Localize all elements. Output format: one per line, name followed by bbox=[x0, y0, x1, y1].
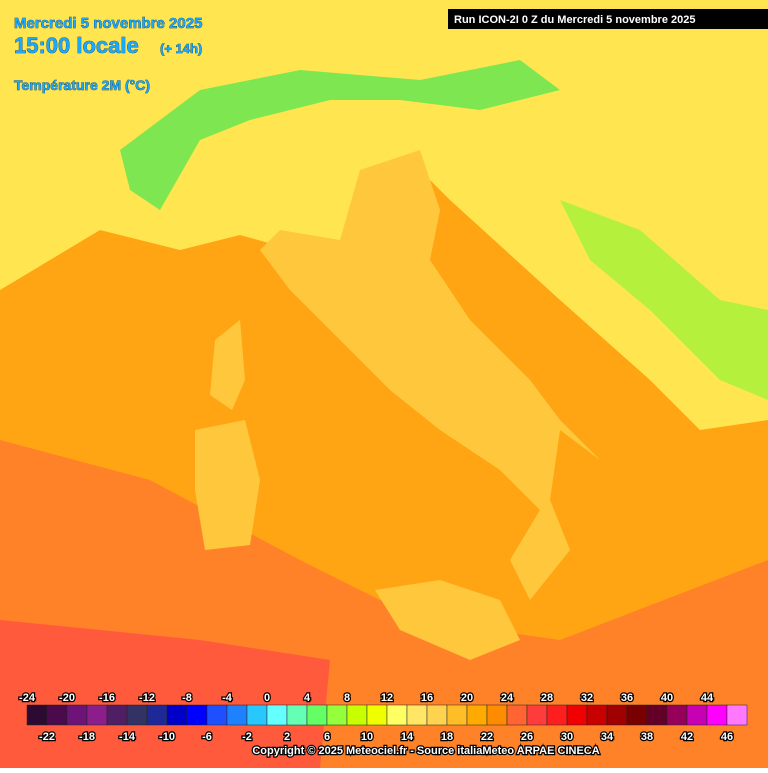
legend-swatch bbox=[46, 704, 68, 726]
legend-swatch bbox=[446, 704, 468, 726]
legend-label: 30 bbox=[561, 731, 573, 743]
legend-swatch bbox=[646, 704, 668, 726]
legend-swatch bbox=[526, 704, 548, 726]
legend-swatch bbox=[426, 704, 448, 726]
legend-label: 8 bbox=[344, 692, 350, 704]
legend-swatch bbox=[726, 704, 748, 726]
legend-swatch bbox=[226, 704, 248, 726]
legend-label: -14 bbox=[119, 731, 136, 743]
legend-label: 46 bbox=[721, 731, 733, 743]
legend-swatch bbox=[286, 704, 308, 726]
legend-swatch bbox=[86, 704, 108, 726]
legend-label: 6 bbox=[324, 731, 330, 743]
legend-label: 14 bbox=[401, 731, 414, 743]
italy bbox=[260, 150, 640, 600]
legend-label: 40 bbox=[661, 692, 673, 704]
legend-swatch bbox=[666, 704, 688, 726]
legend-swatch bbox=[326, 704, 348, 726]
legend-label: 28 bbox=[541, 692, 553, 704]
legend-swatch bbox=[546, 704, 568, 726]
legend-label: 38 bbox=[641, 731, 653, 743]
copyright: Copyright © 2025 Meteociel.fr - Source i… bbox=[252, 745, 599, 757]
legend-swatch bbox=[406, 704, 428, 726]
legend-label: -10 bbox=[159, 731, 175, 743]
legend-swatch bbox=[366, 704, 388, 726]
legend-swatch bbox=[346, 704, 368, 726]
legend-label: 10 bbox=[361, 731, 373, 743]
variable: Température 2M (°C) bbox=[14, 77, 150, 93]
legend-swatch bbox=[386, 704, 408, 726]
legend: -24-22-20-18-16-14-12-10-8-6-4-202468101… bbox=[18, 691, 748, 744]
legend-swatch bbox=[586, 704, 608, 726]
alps bbox=[120, 60, 560, 210]
legend-label: -4 bbox=[222, 692, 233, 704]
legend-label: 0 bbox=[264, 692, 270, 704]
legend-swatch bbox=[466, 704, 488, 726]
legend-swatch bbox=[706, 704, 728, 726]
legend-label: 42 bbox=[681, 731, 693, 743]
legend-label: 4 bbox=[304, 692, 311, 704]
africa bbox=[0, 620, 330, 768]
legend-swatch bbox=[166, 704, 188, 726]
legend-swatch bbox=[126, 704, 148, 726]
offset: (+ 14h) bbox=[160, 41, 202, 56]
legend-label: 24 bbox=[501, 692, 514, 704]
legend-swatch bbox=[686, 704, 708, 726]
legend-label: 2 bbox=[284, 731, 290, 743]
legend-label: 44 bbox=[701, 692, 714, 704]
legend-label: 36 bbox=[621, 692, 633, 704]
legend-swatch bbox=[566, 704, 588, 726]
legend-label: -22 bbox=[39, 731, 55, 743]
legend-label: -8 bbox=[182, 692, 192, 704]
run-box bbox=[448, 9, 768, 29]
legend-label: -16 bbox=[99, 692, 115, 704]
legend-swatch bbox=[266, 704, 288, 726]
legend-label: 18 bbox=[441, 731, 453, 743]
legend-swatch bbox=[626, 704, 648, 726]
legend-label: 26 bbox=[521, 731, 533, 743]
balkans-mountains bbox=[560, 200, 768, 400]
legend-swatch bbox=[26, 704, 48, 726]
legend-label: 16 bbox=[421, 692, 433, 704]
legend-label: -12 bbox=[139, 692, 155, 704]
legend-label: 34 bbox=[601, 731, 614, 743]
run-info: Run ICON-2I 0 Z du Mercredi 5 novembre 2… bbox=[454, 14, 695, 26]
sardinia bbox=[195, 420, 260, 550]
legend-label: -6 bbox=[202, 731, 212, 743]
legend-swatch bbox=[606, 704, 628, 726]
legend-swatch bbox=[106, 704, 128, 726]
legend-label: -18 bbox=[79, 731, 95, 743]
date: Mercredi 5 novembre 2025 bbox=[14, 15, 202, 32]
legend-label: -20 bbox=[59, 692, 75, 704]
legend-label: 12 bbox=[381, 692, 393, 704]
legend-swatch bbox=[206, 704, 228, 726]
legend-label: -24 bbox=[19, 692, 36, 704]
legend-swatch bbox=[506, 704, 528, 726]
time: 15:00 locale bbox=[14, 33, 139, 58]
legend-swatch bbox=[66, 704, 88, 726]
legend-label: 20 bbox=[461, 692, 473, 704]
legend-swatch bbox=[246, 704, 268, 726]
legend-swatch bbox=[186, 704, 208, 726]
corsica bbox=[210, 320, 245, 410]
legend-swatch bbox=[146, 704, 168, 726]
legend-swatch bbox=[306, 704, 328, 726]
sicily bbox=[375, 580, 520, 660]
legend-label: 32 bbox=[581, 692, 593, 704]
legend-label: 22 bbox=[481, 731, 493, 743]
legend-label: -2 bbox=[242, 731, 252, 743]
legend-swatch bbox=[486, 704, 508, 726]
